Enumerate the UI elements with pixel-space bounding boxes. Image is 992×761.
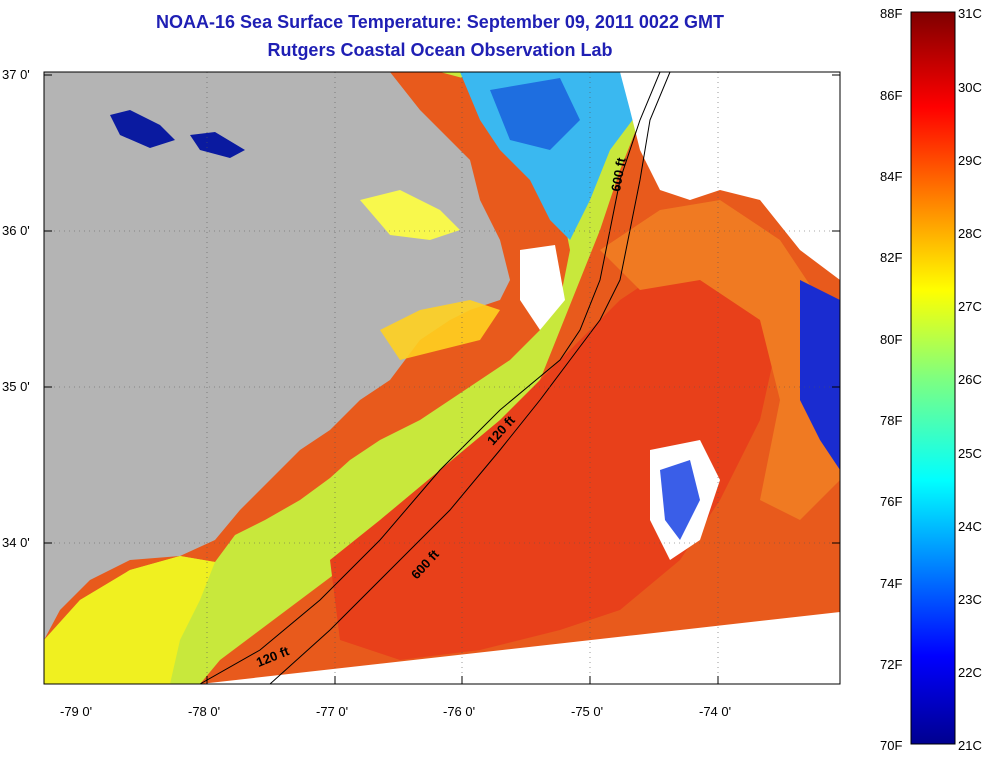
lon-label-75: -75 0': [571, 704, 604, 719]
axis-ticks: [44, 74, 840, 684]
albemarle-sound: [360, 190, 460, 240]
colorbar-c-30: 30C: [958, 80, 982, 95]
colorbar-f-86: 86F: [880, 88, 903, 103]
colorbar-f-88: 88F: [880, 6, 903, 21]
colorbar-c-26: 26C: [958, 372, 982, 387]
colorbar-f-74: 74F: [880, 576, 903, 591]
lake: [110, 110, 175, 148]
colorbar-c-24: 24C: [958, 519, 982, 534]
lat-label-37: 37 0': [2, 67, 30, 82]
colorbar-f-76: 76F: [880, 494, 903, 509]
map-subtitle: Rutgers Coastal Ocean Observation Lab: [267, 40, 613, 60]
pamlico-sound: [380, 300, 500, 360]
colorbar-c-29: 29C: [958, 153, 982, 168]
colorbar-f-82: 82F: [880, 250, 903, 265]
gulf-stream-band: [600, 200, 840, 520]
cloud-area-east: [800, 280, 840, 470]
colorbar-c-25: 25C: [958, 446, 982, 461]
warm-core: [330, 260, 780, 660]
map-title: NOAA-16 Sea Surface Temperature: Septemb…: [156, 12, 724, 32]
colorbar-f-78: 78F: [880, 413, 903, 428]
colorbar-f-70: 70F: [880, 738, 903, 753]
contour-120ft: [199, 72, 661, 684]
colorbar-c-22: 22C: [958, 665, 982, 680]
grid-lines: [44, 72, 840, 684]
colorbar-c-23: 23C: [958, 592, 982, 607]
lon-label-78: -78 0': [188, 704, 221, 719]
colorbar-c-27: 27C: [958, 299, 982, 314]
colorbar-c-31: 31C: [958, 6, 982, 21]
colorbar-c-28: 28C: [958, 226, 982, 241]
cloud-patch-north-shelf: [520, 245, 565, 330]
cold-water-core: [490, 78, 580, 150]
cloud-area-northeast: [620, 72, 840, 280]
lon-label-77: -77 0': [316, 704, 349, 719]
cloud-patch-south-edge: [660, 460, 700, 540]
lake-2: [190, 132, 245, 158]
colorbar-f-72: 72F: [880, 657, 903, 672]
colorbar: [910, 11, 956, 745]
colorbar-f-80: 80F: [880, 332, 903, 347]
colorbar-c-21: 21C: [958, 738, 982, 753]
lat-label-34: 34 0': [2, 535, 30, 550]
lon-label-74: -74 0': [699, 704, 732, 719]
contour-600ft: [269, 72, 671, 684]
inshore-water: [44, 556, 215, 684]
no-data-region: [200, 612, 840, 684]
lon-label-79: -79 0': [60, 704, 93, 719]
colorbar-f-84: 84F: [880, 169, 903, 184]
lat-label-35: 35 0': [2, 379, 30, 394]
lon-label-76: -76 0': [443, 704, 476, 719]
plot-frame: [43, 71, 841, 685]
lat-label-36: 36 0': [2, 223, 30, 238]
